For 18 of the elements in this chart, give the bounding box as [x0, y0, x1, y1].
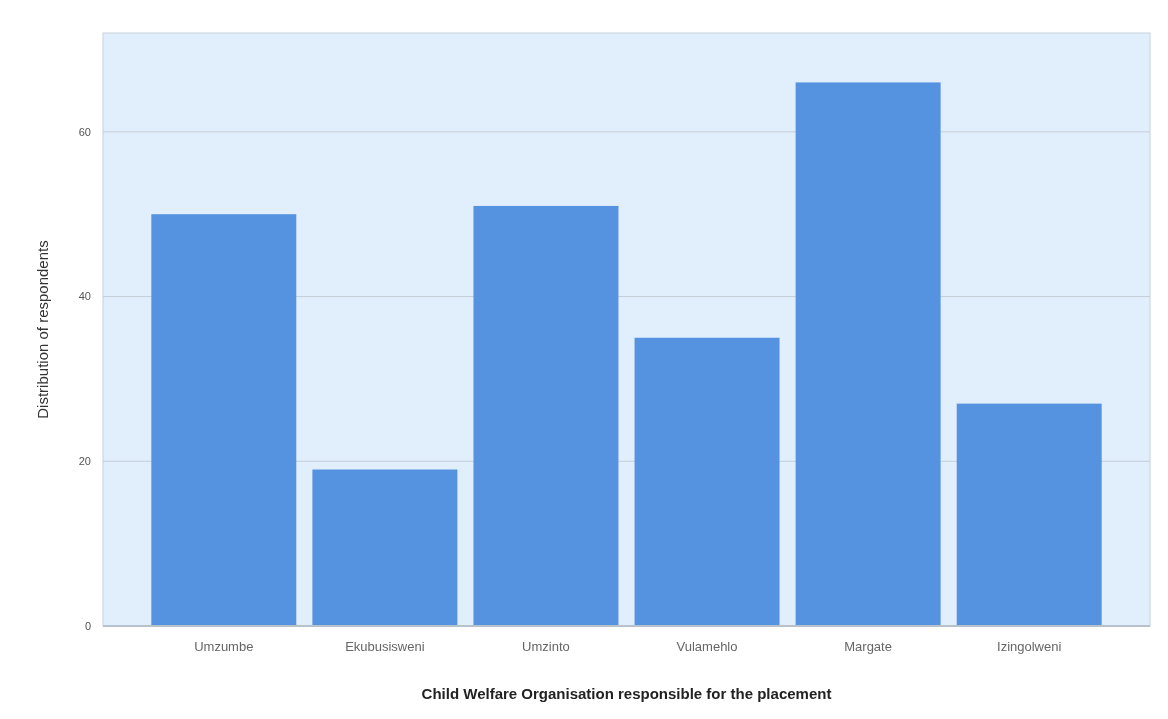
- x-tick-label: Margate: [844, 639, 892, 654]
- bar: [473, 205, 619, 626]
- y-tick-label: 20: [78, 455, 91, 468]
- bar: [312, 469, 458, 626]
- y-tick-label: 60: [78, 125, 91, 138]
- y-axis-title: Distribution of respondents: [34, 240, 51, 419]
- y-tick-label: 0: [84, 619, 91, 632]
- x-tick-label: Ekubusisweni: [345, 639, 425, 654]
- x-axis-title: Child Welfare Organisation responsible for the placement: [421, 685, 832, 702]
- bar: [151, 214, 297, 626]
- x-tick-label: Umzumbe: [194, 639, 254, 654]
- y-tick-label: 40: [78, 290, 91, 303]
- x-tick-label: Umzinto: [522, 639, 570, 654]
- x-tick-label: Izingolweni: [997, 639, 1062, 654]
- bar: [795, 82, 941, 626]
- x-tick-label: Vulamehlo: [676, 639, 738, 654]
- bar: [956, 403, 1102, 626]
- bar: [634, 337, 780, 626]
